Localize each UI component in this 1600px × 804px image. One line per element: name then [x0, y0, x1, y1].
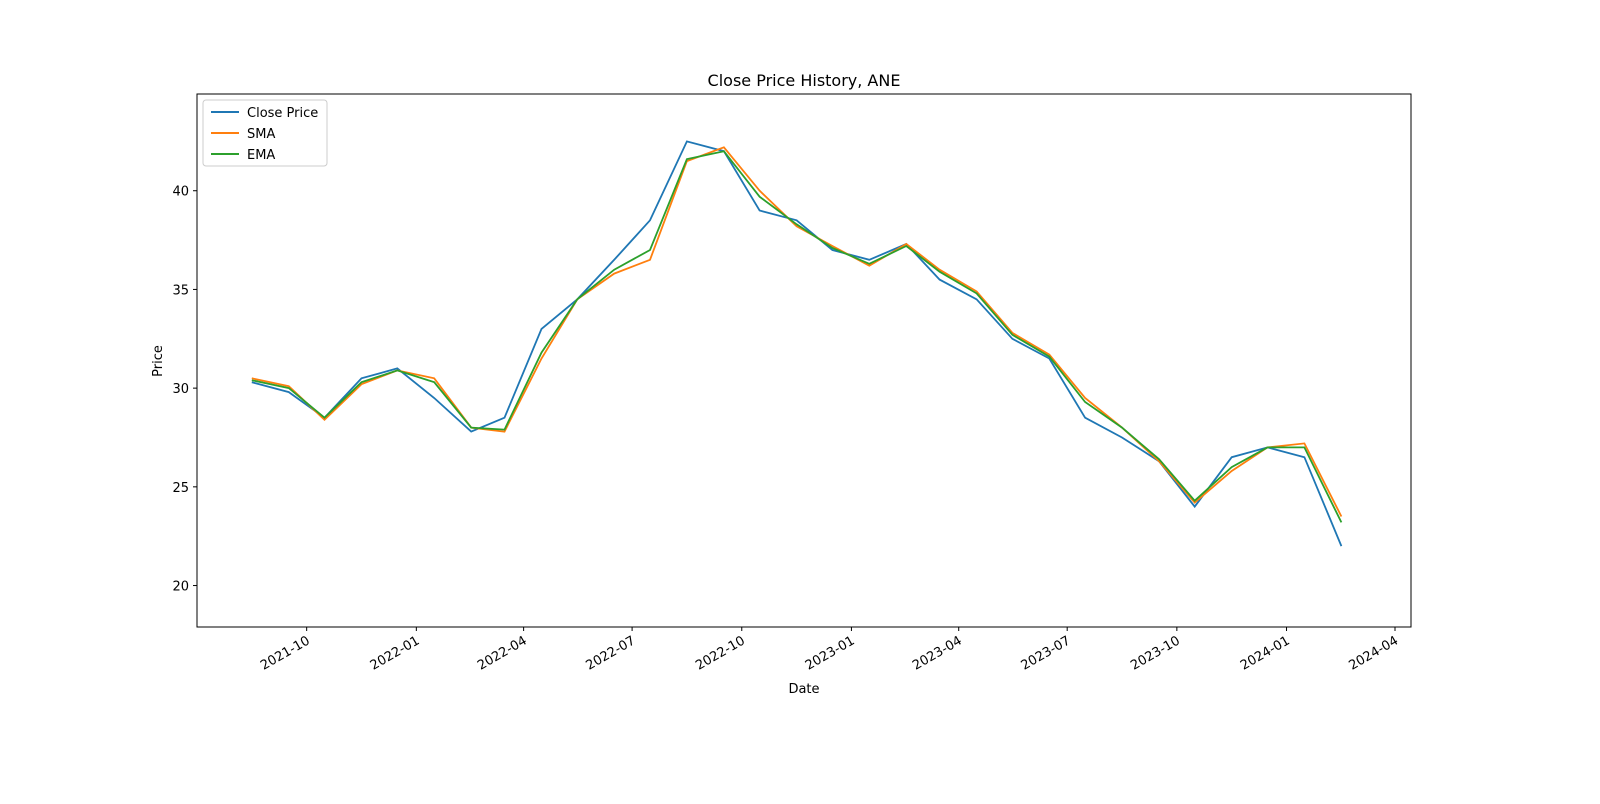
chart-title: Close Price History, ANE [708, 71, 901, 90]
x-tick-label: 2023-07 [1019, 633, 1074, 673]
x-tick-label: 2023-10 [1128, 633, 1183, 673]
series-line [251, 146, 1343, 517]
legend-label: SMA [247, 127, 275, 142]
x-tick-label: 2022-04 [475, 633, 530, 673]
y-axis-label: Price [151, 345, 166, 377]
y-tick-label: 20 [172, 580, 189, 595]
series-line [251, 140, 1343, 547]
x-tick-label: 2022-10 [693, 633, 748, 673]
y-tick-label: 30 [172, 382, 189, 397]
plot-frame [196, 93, 1412, 628]
x-tick-label: 2023-04 [910, 633, 965, 673]
x-tick-label: 2024-01 [1238, 633, 1293, 673]
x-tick-label: 2023-01 [803, 633, 858, 673]
y-tick-label: 40 [172, 185, 189, 200]
legend-box [202, 99, 328, 167]
y-tick-label: 35 [172, 283, 189, 298]
series-line [251, 150, 1343, 523]
x-tick-label: 2024-04 [1346, 633, 1401, 673]
x-tick-label: 2022-07 [584, 633, 639, 673]
x-tick-label: 2022-01 [368, 633, 423, 673]
y-tick-label: 25 [172, 481, 189, 496]
x-axis-label: Date [788, 682, 819, 697]
x-tick-label: 2021-10 [258, 633, 313, 673]
legend-label: EMA [247, 148, 275, 163]
legend-label: Close Price [247, 106, 318, 121]
